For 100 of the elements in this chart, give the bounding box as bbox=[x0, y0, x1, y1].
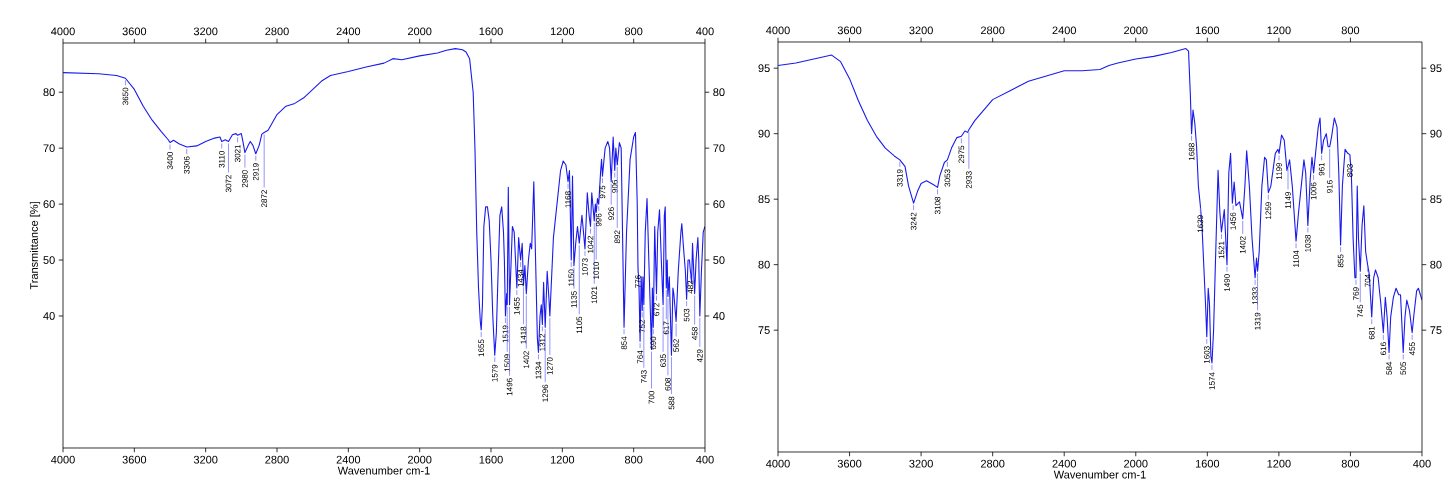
annotation: 1038 bbox=[1305, 234, 1311, 252]
annotation: 1639 bbox=[1197, 215, 1204, 233]
annotation: 1021 bbox=[591, 286, 598, 304]
annotation: 892 bbox=[614, 230, 621, 244]
y-tick-label: 90 bbox=[758, 129, 770, 138]
annotation: 1333 bbox=[1252, 287, 1258, 305]
annotation: 672 bbox=[653, 303, 660, 316]
annotation: 3400 bbox=[167, 152, 173, 170]
annotation: 1519 bbox=[502, 325, 509, 343]
annotation: 2933 bbox=[966, 171, 972, 189]
annotation: 3021 bbox=[234, 144, 241, 162]
x-tick-label: 3200 bbox=[193, 27, 218, 36]
annotation: 3242 bbox=[910, 212, 917, 230]
annotation: 1296 bbox=[542, 384, 549, 402]
annotation: 1149 bbox=[1285, 192, 1291, 209]
y2-tick-label: 80 bbox=[1430, 260, 1442, 269]
annotation: 2975 bbox=[958, 145, 965, 163]
annotation: 635 bbox=[660, 354, 666, 367]
x-tick-label: 2000 bbox=[407, 27, 432, 36]
y-tick-label: 75 bbox=[758, 326, 770, 335]
annotation: 1496 bbox=[506, 378, 513, 396]
y2-tick-label: 75 bbox=[1430, 326, 1442, 335]
annotation: 1319 bbox=[1254, 312, 1261, 330]
x-tick-label: 2400 bbox=[336, 27, 361, 36]
annotation: 2872 bbox=[261, 190, 267, 208]
y-tick-label: 85 bbox=[758, 195, 770, 204]
annotation: 1010 bbox=[593, 262, 600, 279]
annotation: 1579 bbox=[491, 364, 498, 382]
x-tick-label: 1600 bbox=[1195, 459, 1220, 468]
annotation: 1259 bbox=[1265, 202, 1272, 220]
annotation: 1073 bbox=[582, 258, 588, 276]
annotation: 505 bbox=[1400, 361, 1407, 375]
annotation: 854 bbox=[621, 336, 627, 350]
annotation: 1150 bbox=[568, 269, 575, 286]
x-tick-label: 4000 bbox=[51, 27, 75, 36]
y2-tick-label: 50 bbox=[713, 256, 725, 264]
annotation: 906 bbox=[611, 180, 618, 193]
annotation: 1135 bbox=[571, 291, 577, 308]
x-tick-label: 3200 bbox=[909, 459, 933, 468]
y-tick-label: 60 bbox=[43, 200, 55, 208]
annotation: 803 bbox=[1347, 164, 1353, 177]
annotation: 996 bbox=[595, 213, 602, 227]
x-axis-title: Wavenumber cm-1 bbox=[337, 466, 430, 475]
annotation: 1270 bbox=[547, 357, 553, 375]
annotation: 1521 bbox=[1218, 241, 1225, 259]
annotation: 1105 bbox=[576, 316, 583, 334]
annotation: 1490 bbox=[1224, 274, 1230, 292]
annotation: 704 bbox=[1364, 274, 1371, 287]
x-tick-label: 800 bbox=[1341, 459, 1360, 468]
y-tick-label: 95 bbox=[758, 64, 770, 73]
annotation: 1418 bbox=[520, 326, 527, 344]
annotation: 681 bbox=[1368, 326, 1375, 340]
annotation: 752 bbox=[639, 319, 646, 333]
annotation: 1104 bbox=[1293, 250, 1299, 267]
annotation: 503 bbox=[683, 308, 690, 322]
annotation: 3650 bbox=[122, 87, 129, 105]
y-tick-label: 80 bbox=[758, 260, 770, 269]
annotation: 1402 bbox=[1239, 236, 1246, 254]
x-tick-label: 800 bbox=[624, 27, 643, 36]
annotation: 584 bbox=[1386, 361, 1392, 375]
annotation: 1574 bbox=[1209, 372, 1215, 390]
y-tick-label: 80 bbox=[43, 88, 55, 97]
y2-tick-label: 90 bbox=[1430, 129, 1442, 138]
annotation: 588 bbox=[668, 396, 675, 410]
x-tick-label: 2400 bbox=[1052, 459, 1077, 468]
annotation: 1042 bbox=[587, 236, 594, 253]
y-tick-label: 40 bbox=[43, 312, 55, 320]
annotation: 1509 bbox=[504, 354, 511, 372]
annotation: 743 bbox=[641, 370, 647, 383]
annotation: 764 bbox=[637, 350, 643, 364]
annotation: 617 bbox=[663, 321, 670, 335]
annotation: 1168 bbox=[565, 191, 571, 208]
y2-tick-label: 70 bbox=[713, 144, 725, 153]
x-tick-label: 3600 bbox=[122, 27, 147, 36]
annotation: 926 bbox=[608, 207, 615, 220]
annotation: 429 bbox=[697, 349, 703, 363]
annotation: 1455 bbox=[514, 297, 520, 315]
y2-tick-label: 80 bbox=[713, 88, 725, 97]
annotation: 1334 bbox=[535, 361, 542, 379]
annotation: 3110 bbox=[218, 150, 225, 168]
annotation: 1006 bbox=[1310, 182, 1317, 200]
x-axis-title: Wavenumber cm-1 bbox=[1053, 470, 1146, 479]
annotation: 1603 bbox=[1203, 346, 1210, 364]
x-tick-label: 4000 bbox=[766, 459, 790, 468]
annotation: 3053 bbox=[944, 169, 951, 187]
annotation: 3108 bbox=[934, 196, 941, 215]
annotation: 2980 bbox=[242, 170, 248, 188]
annotation: 690 bbox=[650, 336, 657, 350]
y-tick-label: 70 bbox=[43, 144, 55, 153]
annotation: 975 bbox=[599, 185, 606, 199]
x-tick-label: 3600 bbox=[837, 459, 862, 468]
annotation: 776 bbox=[635, 275, 641, 288]
x-tick-label: 1600 bbox=[479, 27, 503, 36]
annotation: 562 bbox=[673, 339, 679, 352]
annotation: 455 bbox=[1409, 342, 1415, 356]
annotation: 458 bbox=[691, 327, 698, 340]
y-tick-label: 50 bbox=[43, 256, 55, 264]
annotation: 608 bbox=[665, 377, 671, 391]
annotation: 2919 bbox=[252, 163, 259, 181]
annotation: 1456 bbox=[1230, 212, 1236, 230]
